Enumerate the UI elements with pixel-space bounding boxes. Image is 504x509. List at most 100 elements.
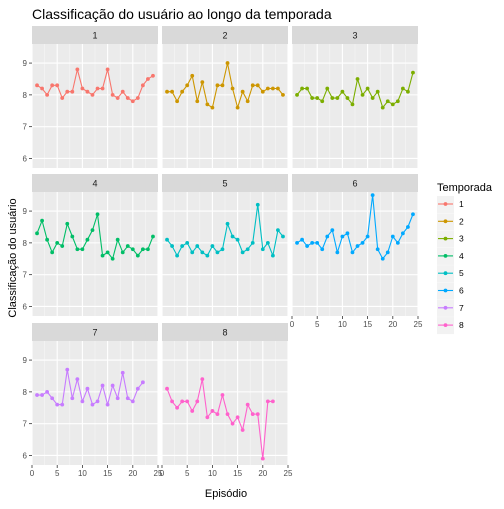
legend-key-point (443, 254, 448, 258)
data-point (350, 102, 355, 107)
data-point (295, 240, 299, 245)
series-line-7 (37, 369, 144, 407)
data-point (360, 92, 365, 97)
data-point (90, 402, 95, 407)
data-point (110, 256, 115, 261)
data-point (390, 234, 395, 239)
data-point (105, 402, 110, 407)
data-point (250, 412, 255, 417)
facet-strip-label: 4 (92, 179, 97, 189)
legend: Temporada 1 2 3 4 5 6 7 8 (437, 182, 493, 335)
facet-panel-2: 2 (161, 26, 289, 168)
data-point (205, 253, 210, 258)
data-point (335, 250, 340, 255)
data-point (365, 86, 370, 91)
data-point (220, 83, 225, 88)
facet-panel-4: 4 6 7 8 9 (23, 174, 159, 316)
facet-panel-8: 8 0 5 10 15 20 25 (160, 323, 293, 478)
data-point (215, 83, 220, 88)
data-point (195, 99, 200, 104)
data-point (200, 80, 205, 85)
data-point (205, 415, 210, 420)
data-point (240, 250, 245, 255)
data-point (190, 409, 195, 413)
data-point (50, 250, 55, 255)
legend-key-point (443, 305, 448, 310)
y-tick-label: 8 (23, 91, 28, 100)
data-point (95, 86, 100, 91)
x-tick-label: 10 (208, 469, 217, 478)
facet-strip-label: 2 (222, 31, 227, 41)
y-tick-label: 6 (23, 451, 28, 460)
data-point (260, 89, 265, 94)
data-point (365, 234, 370, 239)
data-point (100, 383, 105, 388)
data-point (305, 244, 310, 248)
x-tick-label: 20 (388, 320, 397, 329)
data-point (230, 234, 235, 239)
data-point (230, 86, 235, 91)
facet-strip (32, 174, 158, 192)
data-point (50, 83, 55, 88)
y-tick-label: 6 (23, 154, 28, 163)
data-point (380, 256, 385, 261)
legend-label: 5 (459, 268, 464, 278)
data-point (240, 428, 245, 432)
data-point (60, 96, 65, 100)
data-point (151, 73, 155, 78)
data-point (310, 96, 315, 100)
data-point (325, 234, 330, 239)
data-point (135, 96, 140, 100)
data-point (120, 370, 125, 375)
data-point (175, 99, 180, 104)
data-point (270, 86, 275, 91)
data-point (146, 247, 150, 252)
y-tick-label: 7 (23, 123, 28, 132)
data-point (151, 234, 155, 239)
data-point (146, 77, 150, 81)
data-point (90, 92, 95, 97)
data-point (345, 231, 350, 236)
data-point (276, 86, 280, 91)
x-tick-label: 5 (185, 469, 190, 478)
data-point (245, 247, 250, 252)
x-tick-label: 20 (258, 469, 267, 478)
legend-key-point (443, 202, 448, 206)
data-point (295, 92, 299, 97)
data-point (40, 218, 44, 223)
data-point (400, 86, 405, 91)
legend-item-7: 7 (437, 299, 464, 317)
facet-strip (32, 323, 158, 341)
y-axis-label: Classificação do usuário (7, 198, 19, 317)
data-point (210, 409, 215, 413)
data-point (115, 237, 120, 242)
data-point (240, 89, 245, 94)
data-point (200, 250, 205, 255)
legend-label: 2 (459, 216, 464, 226)
data-point (170, 244, 174, 248)
data-point (180, 89, 185, 94)
data-point (55, 240, 60, 245)
data-point (370, 96, 375, 100)
facet-strip (292, 26, 418, 44)
data-point (140, 380, 145, 385)
data-point (95, 399, 100, 404)
data-point (45, 389, 50, 394)
data-point (165, 386, 169, 391)
data-point (305, 86, 310, 91)
y-tick-label: 9 (23, 59, 28, 68)
y-tick-label: 8 (23, 388, 28, 397)
data-point (210, 244, 215, 248)
x-tick-label: 15 (363, 320, 372, 329)
data-point (245, 99, 250, 104)
data-point (260, 247, 265, 252)
data-point (100, 253, 105, 258)
data-point (185, 83, 190, 88)
x-tick-label: 10 (338, 320, 347, 329)
legend-label: 7 (459, 303, 464, 313)
facet-strip-label: 5 (222, 179, 227, 189)
data-point (110, 383, 115, 388)
data-point (300, 86, 304, 91)
